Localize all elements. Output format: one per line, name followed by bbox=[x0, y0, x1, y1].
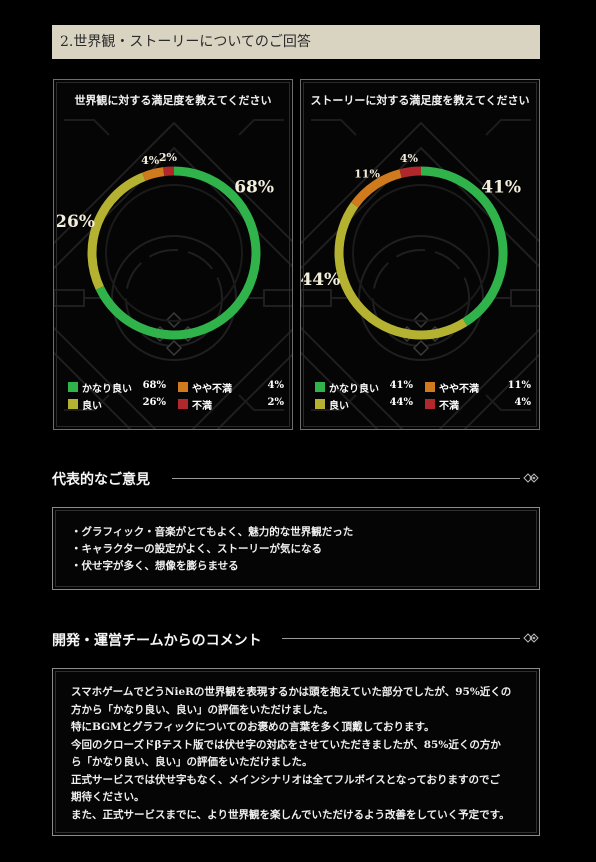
donut-segment-good bbox=[87, 172, 146, 290]
donut-segment-somewhat-bad bbox=[351, 169, 402, 208]
value-label: 2% bbox=[159, 151, 178, 164]
corner-ornament bbox=[311, 119, 531, 411]
legend-swatch-good bbox=[315, 399, 325, 409]
legend-value: 44% bbox=[389, 397, 413, 408]
donut-segment-bad bbox=[399, 166, 422, 178]
comments-box: スマホゲームでどうNieRの世界観を表現するかは頭を抱えていた部分でしたが、95… bbox=[52, 668, 540, 836]
comment-line: ら「かなり良い、良い」の評価をいただけました。 bbox=[71, 756, 313, 768]
value-label: 4% bbox=[400, 152, 419, 165]
section-header: 2.世界観・ストーリーについてのご回答 bbox=[52, 25, 540, 59]
donut-segment-bad bbox=[163, 166, 175, 177]
comment-line: 期待ください。 bbox=[71, 791, 145, 803]
legend-swatch-very-good bbox=[68, 382, 78, 392]
section-title: 2.世界観・ストーリーについてのご回答 bbox=[60, 34, 311, 50]
chart-title: ストーリーに対する満足度を教えてください bbox=[310, 94, 530, 107]
value-label: 44% bbox=[301, 270, 340, 290]
legend-value: 4% bbox=[267, 380, 284, 391]
heading-divider bbox=[282, 638, 520, 639]
legend-label: やや不満 bbox=[439, 384, 479, 395]
value-label: 68% bbox=[234, 178, 274, 198]
chart-panel-story: ストーリーに対する満足度を教えてください 41% 44% 11% 4% かなり良い 4… bbox=[300, 79, 540, 430]
legend-swatch-bad bbox=[425, 399, 435, 409]
inner-ring-ornament bbox=[105, 184, 243, 322]
donut-segment-very-good bbox=[95, 166, 261, 340]
comment-line: 方から「かなり良い、良い」の評価をいただけました。 bbox=[71, 703, 334, 716]
donut-chart-worldview: 68% 26% 4% 2% bbox=[55, 151, 274, 340]
legend-item-bad: 不満 4% bbox=[425, 397, 531, 414]
comment-line: 正式サービスでは伏せ字もなく、メインシナリオは全てフルボイスとなっておりますので… bbox=[71, 773, 501, 786]
donut-chart-story: 41% 44% 11% 4% bbox=[301, 152, 521, 340]
legend-swatch-somewhat-bad bbox=[178, 382, 188, 392]
chart-title: 世界観に対する満足度を教えてください bbox=[74, 94, 272, 107]
legend-swatch-very-good bbox=[315, 382, 325, 392]
legend-item-very-good: かなり良い 68% bbox=[68, 380, 174, 397]
chart-panel-worldview: 世界観に対する満足度を教えてください 68% 26% 4% 2% かなり良い 68% … bbox=[53, 79, 293, 430]
legend-item-somewhat-bad: やや不満 4% bbox=[178, 380, 284, 397]
value-label: 41% bbox=[481, 178, 521, 198]
corner-ornament bbox=[64, 119, 284, 411]
legend-label: かなり良い bbox=[82, 384, 132, 395]
legend-value: 41% bbox=[389, 380, 413, 391]
legend-label: 不満 bbox=[439, 401, 459, 412]
chart-legend: かなり良い 41% やや不満 11% 良い 44% 不満 4% bbox=[315, 380, 531, 414]
donut-segment-good bbox=[334, 202, 468, 340]
legend-item-good: 良い 44% bbox=[315, 397, 421, 414]
legend-label: かなり良い bbox=[329, 384, 379, 395]
inner-ring-ornament bbox=[352, 184, 490, 322]
heading-divider bbox=[172, 478, 520, 479]
opinion-item: ・伏せ字が多く、想像を膨らませる bbox=[71, 560, 239, 572]
value-label: 4% bbox=[141, 154, 160, 167]
comments-heading: 開発・運営チームからのコメント bbox=[52, 633, 262, 649]
comment-line: また、正式サービスまでに、より世界観を楽しんでいただけるよう改善をしていく予定で… bbox=[71, 808, 510, 821]
comment-line: 特にBGMとグラフィックについてのお褒めの言葉を多く頂戴しております。 bbox=[71, 721, 435, 733]
legend-value: 2% bbox=[267, 397, 284, 408]
donut-segment-somewhat-bad bbox=[142, 167, 165, 181]
ornament-group bbox=[301, 121, 539, 429]
donut-segment-very-good bbox=[420, 166, 508, 327]
panel-ornament-background bbox=[301, 119, 539, 429]
legend-swatch-somewhat-bad bbox=[425, 382, 435, 392]
opinions-box: ・グラフィック・音楽がとてもよく、魅力的な世界観だった ・キャラクターの設定がよ… bbox=[52, 507, 540, 590]
opinions-heading: 代表的なご意見 bbox=[52, 472, 150, 488]
legend-value: 68% bbox=[142, 380, 166, 391]
legend-label: 良い bbox=[82, 401, 102, 412]
legend-label: 不満 bbox=[192, 401, 212, 412]
opinion-item: ・キャラクターの設定がよく、ストーリーが気になる bbox=[71, 543, 323, 555]
legend-item-very-good: かなり良い 41% bbox=[315, 380, 421, 397]
legend-swatch-bad bbox=[178, 399, 188, 409]
chart-legend: かなり良い 68% やや不満 4% 良い 26% 不満 2% bbox=[68, 380, 284, 414]
legend-swatch-good bbox=[68, 399, 78, 409]
value-label: 26% bbox=[55, 212, 95, 232]
comment-line: スマホゲームでどうNieRの世界観を表現するかは頭を抱えていた部分でしたが、95… bbox=[71, 686, 512, 698]
diamond-ornament-icon bbox=[523, 473, 539, 483]
value-label: 11% bbox=[354, 168, 380, 181]
legend-label: 良い bbox=[329, 401, 349, 412]
legend-item-somewhat-bad: やや不満 11% bbox=[425, 380, 531, 397]
legend-item-bad: 不満 2% bbox=[178, 397, 284, 414]
comment-line: 今回のクローズドβテスト版では伏せ字の対応をさせていただきましたが、85%近くの… bbox=[71, 738, 501, 751]
legend-label: やや不満 bbox=[192, 384, 232, 395]
opinion-item: ・グラフィック・音楽がとてもよく、魅力的な世界観だった bbox=[71, 526, 354, 538]
legend-value: 4% bbox=[514, 397, 531, 408]
legend-item-good: 良い 26% bbox=[68, 397, 174, 414]
panel-ornament-background bbox=[54, 119, 292, 429]
legend-value: 26% bbox=[142, 397, 166, 408]
diamond-ornament-icon bbox=[523, 633, 539, 643]
ornament-group bbox=[54, 121, 292, 429]
legend-value: 11% bbox=[507, 380, 531, 391]
